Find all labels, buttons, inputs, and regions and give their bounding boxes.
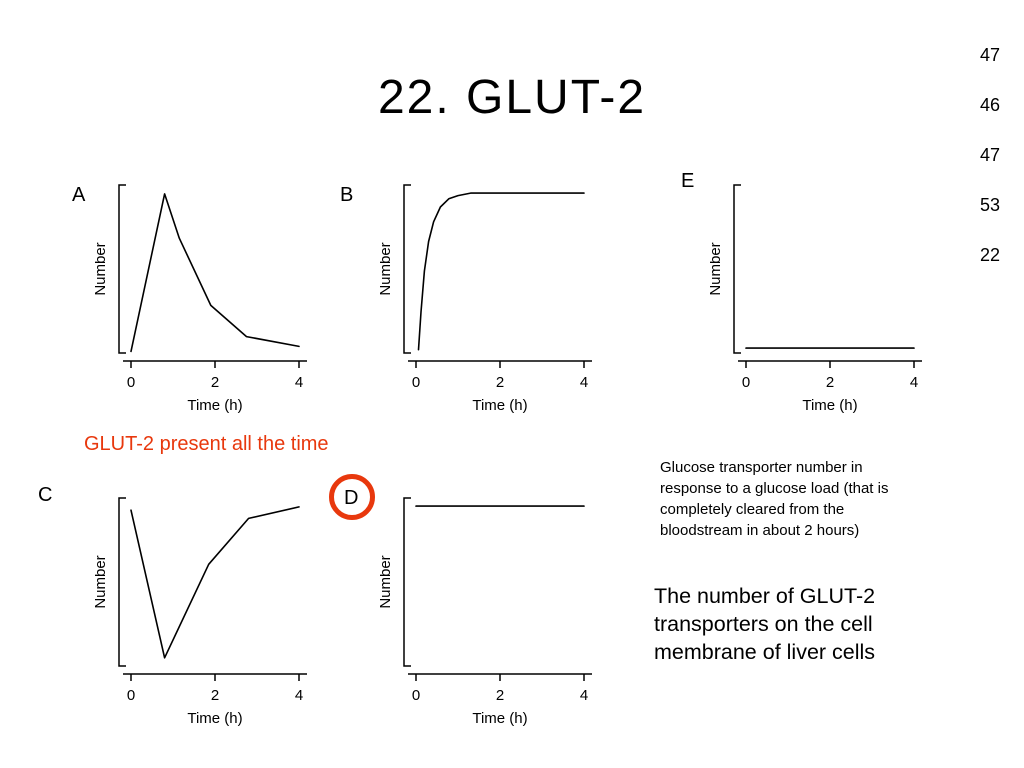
caption-glut2-transporters: The number of GLUT-2 transporters on the… [654, 584, 876, 664]
chart-label-C: C [38, 484, 53, 506]
page-title: 22. GLUT-2 [377, 71, 647, 124]
x-tick-label: 2 [496, 687, 504, 704]
x-axis-label: Time (h) [472, 710, 527, 727]
x-tick-label: 2 [211, 374, 219, 391]
curve-B [417, 192, 585, 351]
x-axis [408, 360, 592, 368]
x-axis-label: Time (h) [187, 710, 242, 727]
y-axis-label: Number [380, 242, 394, 295]
side-number: 47 [979, 45, 1000, 65]
y-axis-label: Number [710, 242, 724, 295]
chart-D-plot: 0 2 4 Time (h) Number [377, 497, 592, 727]
x-axis-label: Time (h) [187, 397, 242, 414]
side-number: 53 [979, 195, 1000, 215]
x-tick-label: 0 [127, 374, 135, 391]
x-tick-label: 2 [211, 687, 219, 704]
x-tick-label: 0 [742, 374, 750, 391]
side-number-column: 47 46 47 53 22 [980, 44, 1000, 266]
x-tick-label: 4 [295, 374, 303, 391]
chart-B: 0 2 4 Time (h) Number [377, 177, 595, 417]
x-tick-label: 2 [826, 374, 834, 391]
x-tick-label: 0 [412, 374, 420, 391]
y-axis [118, 184, 126, 354]
chart-label-A: A [72, 184, 86, 206]
x-axis [738, 360, 922, 368]
y-axis [118, 497, 126, 667]
caption-glucose-load: Glucose transporter number in response t… [660, 459, 889, 539]
curve-C [130, 506, 300, 659]
chart-label-D: D [344, 487, 359, 509]
x-tick-label: 0 [127, 687, 135, 704]
side-number: 22 [979, 245, 1000, 265]
chart-C: 0 2 4 Time (h) Number [92, 490, 310, 730]
x-axis-label: Time (h) [472, 397, 527, 414]
y-axis [403, 184, 411, 354]
x-tick-label: 4 [580, 374, 588, 391]
chart-E-plot: 0 2 4 Time (h) Number [707, 184, 922, 414]
x-axis-label: Time (h) [802, 397, 857, 414]
side-number: 46 [979, 95, 1000, 115]
x-tick-label: 4 [295, 687, 303, 704]
chart-B-plot: 0 2 4 Time (h) Number [377, 184, 592, 414]
x-axis [123, 360, 307, 368]
y-axis [733, 184, 741, 354]
side-number: 47 [979, 145, 1000, 165]
x-tick-label: 4 [580, 687, 588, 704]
chart-E: 0 2 4 Time (h) Number [707, 177, 925, 417]
chart-C-plot: 0 2 4 Time (h) Number [92, 497, 307, 727]
chart-label-E: E [681, 170, 695, 192]
x-tick-label: 2 [496, 374, 504, 391]
y-axis-label: Number [95, 242, 109, 295]
chart-A: 0 2 4 Time (h) Number [92, 177, 310, 417]
y-axis [403, 497, 411, 667]
y-axis-label: Number [95, 555, 109, 608]
chart-label-B: B [340, 184, 354, 206]
x-tick-label: 4 [910, 374, 918, 391]
x-tick-label: 0 [412, 687, 420, 704]
y-axis-label: Number [380, 555, 394, 608]
curve-A [130, 193, 300, 353]
highlight-circle [329, 474, 375, 520]
chart-D: 0 2 4 Time (h) Number [377, 490, 595, 730]
x-axis [123, 673, 307, 681]
x-axis [408, 673, 592, 681]
annotation-glut2-present: GLUT-2 present all the time [84, 433, 329, 455]
chart-A-plot: 0 2 4 Time (h) Number [92, 184, 307, 414]
